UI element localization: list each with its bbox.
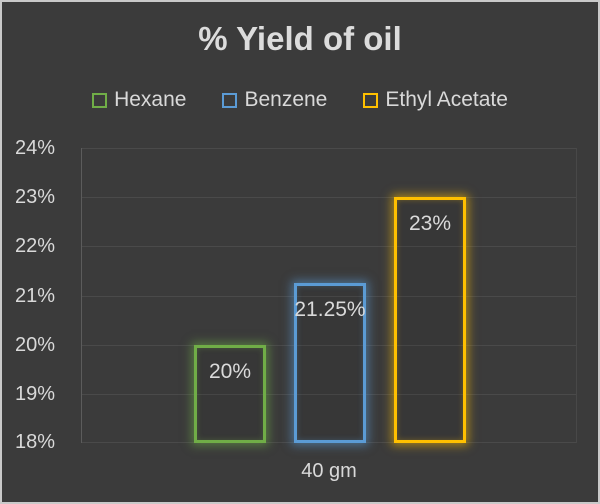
y-tick-label: 18% — [15, 431, 56, 453]
gridline — [82, 394, 576, 395]
y-tick-label: 23% — [15, 186, 56, 208]
legend-label-ethyl-acetate: Ethyl Acetate — [385, 88, 508, 111]
y-tick-label: 22% — [15, 235, 56, 257]
bars: 20% 21.25% 23% — [82, 148, 576, 443]
legend-item-benzene: Benzene — [222, 88, 327, 112]
legend: Hexane Benzene Ethyl Acetate — [2, 88, 598, 112]
legend-label-benzene: Benzene — [244, 88, 328, 111]
legend-swatch-ethyl-acetate — [363, 92, 379, 108]
legend-swatch-benzene — [222, 92, 238, 108]
gridline — [82, 197, 576, 198]
bar-data-label: 23% — [408, 212, 452, 235]
legend-swatch-hexane — [92, 92, 108, 108]
chart-title: % Yield of oil — [198, 20, 402, 57]
gridline — [82, 296, 576, 297]
gridline — [82, 345, 576, 346]
legend-item-ethyl-acetate: Ethyl Acetate — [363, 88, 508, 112]
plot-area: 20% 21.25% 23% — [81, 148, 577, 443]
y-tick-label: 19% — [15, 383, 56, 405]
gridline — [82, 148, 576, 149]
gridline — [82, 246, 576, 247]
y-tick-label: 20% — [15, 334, 56, 356]
bar-hexane: 20% — [194, 345, 266, 443]
y-axis-labels: 18% 19% 20% 21% 22% 23% 24% — [15, 137, 75, 453]
x-axis-labels: 40 gm — [81, 460, 577, 483]
bar-benzene: 21.25% — [294, 283, 366, 443]
bar-data-label: 21.25% — [294, 298, 366, 321]
legend-item-hexane: Hexane — [92, 88, 186, 112]
bar-data-label: 20% — [208, 360, 252, 383]
y-tick-label: 24% — [15, 137, 56, 159]
y-tick-label: 21% — [15, 285, 56, 307]
x-axis-category-label: 40 gm — [301, 460, 357, 482]
legend-label-hexane: Hexane — [114, 88, 187, 111]
bar-ethyl-acetate: 23% — [394, 197, 466, 443]
